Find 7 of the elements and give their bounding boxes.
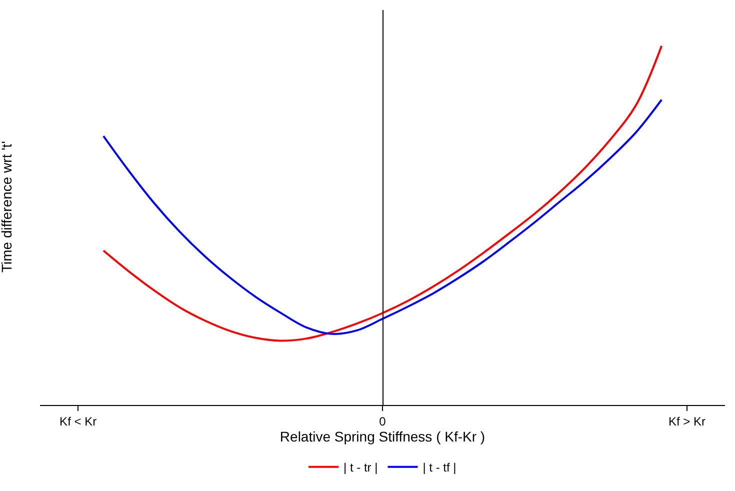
legend-label: | t - tf | — [422, 460, 456, 475]
legend-label: | t - tr | — [344, 460, 378, 475]
x-tick-label: Kf < Kr — [60, 414, 97, 428]
y-axis-title: Time difference wrt 't' — [0, 141, 15, 273]
x-axis-title: Relative Spring Stiffness ( Kf-Kr ) — [280, 428, 486, 445]
x-tick-label: Kf > Kr — [668, 414, 706, 428]
x-tick-label: 0 — [379, 414, 386, 428]
